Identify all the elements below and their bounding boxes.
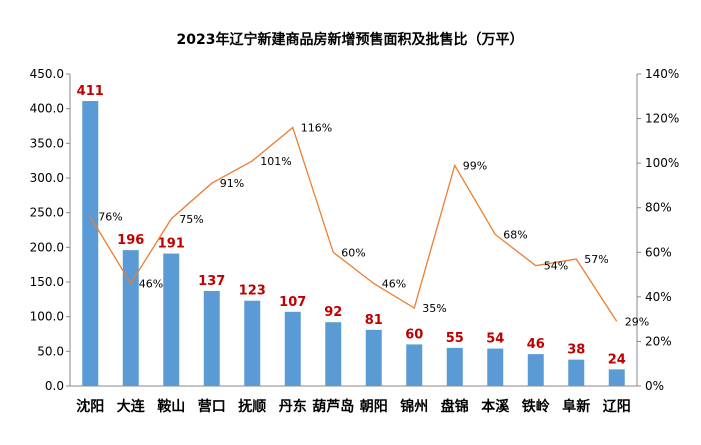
category-label: 辽阳: [603, 399, 631, 415]
bar: [608, 369, 625, 386]
bar-value-label: 92: [324, 305, 342, 320]
right-tick-label: 100%: [645, 156, 679, 170]
ratio-label: 99%: [463, 159, 487, 172]
left-tick-label: 300.0: [30, 171, 64, 185]
bar-value-label: 24: [608, 352, 626, 367]
category-label: 营口: [198, 398, 226, 415]
left-tick-label: 450.0: [30, 67, 64, 81]
right-tick-label: 40%: [645, 290, 672, 304]
category-label: 盘锦: [441, 398, 469, 415]
bar: [446, 347, 463, 386]
ratio-label: 35%: [422, 302, 446, 315]
right-tick-label: 60%: [645, 245, 672, 259]
ratio-label: 29%: [625, 315, 649, 328]
left-tick-label: 200.0: [30, 240, 64, 254]
bar: [244, 300, 261, 386]
left-tick-label: 400.0: [30, 102, 64, 116]
category-label: 抚顺: [238, 398, 266, 415]
left-tick-label: 50.0: [37, 344, 64, 358]
category-label: 丹东: [279, 398, 307, 415]
bar-value-label: 46: [527, 337, 545, 352]
bar: [325, 322, 342, 386]
category-label: 大连: [117, 398, 146, 415]
bar-value-label: 60: [405, 327, 423, 342]
left-tick-label: 0.0: [45, 379, 64, 393]
ratio-line: [89, 126, 618, 322]
left-tick-label: 250.0: [30, 206, 64, 220]
right-tick-label: 120%: [645, 112, 679, 126]
category-label: 鞍山: [157, 398, 185, 415]
bar: [163, 253, 180, 386]
ratio-label: 91%: [220, 177, 244, 190]
ratio-label: 75%: [179, 213, 203, 226]
ratio-label: 76%: [98, 211, 122, 224]
ratio-label: 68%: [503, 228, 527, 241]
bar: [122, 250, 139, 386]
left-tick-label: 150.0: [30, 275, 64, 289]
category-label: 葫芦岛: [312, 398, 354, 415]
ratio-label: 54%: [544, 260, 568, 273]
ratio-label: 116%: [301, 121, 332, 134]
category-label: 铁岭: [522, 398, 550, 415]
bar: [487, 348, 504, 386]
ratio-label: 57%: [584, 253, 608, 266]
bar-value-label: 191: [158, 237, 185, 252]
category-label: 本溪: [481, 398, 510, 415]
right-tick-label: 20%: [645, 334, 672, 348]
chart-title: 2023年辽宁新建商品房新增预售面积及批售比（万平）: [177, 31, 524, 48]
bar: [568, 359, 585, 386]
bar: [284, 311, 301, 386]
category-label: 阜新: [562, 398, 590, 415]
bar-value-label: 107: [279, 295, 306, 310]
bar-value-label: 411: [77, 84, 104, 99]
ratio-label: 46%: [139, 277, 163, 290]
bar-value-label: 38: [567, 343, 585, 358]
right-tick-label: 0%: [645, 379, 664, 393]
left-tick-label: 350.0: [30, 136, 64, 150]
bar: [527, 354, 544, 386]
ratio-label: 46%: [382, 277, 406, 290]
bar: [82, 101, 99, 386]
right-tick-label: 140%: [645, 67, 679, 81]
ratio-label: 60%: [341, 246, 365, 259]
category-label: 朝阳: [360, 398, 388, 415]
bar: [365, 329, 382, 386]
bar-value-label: 55: [446, 331, 464, 346]
bar-value-label: 81: [365, 313, 383, 328]
category-label: 沈阳: [76, 398, 104, 415]
bar-value-label: 196: [117, 233, 144, 248]
bar-value-label: 123: [239, 284, 266, 299]
bar: [406, 344, 423, 386]
category-label: 锦州: [400, 398, 428, 415]
bar-value-label: 54: [486, 332, 504, 347]
bar-value-label: 137: [198, 274, 225, 289]
bar: [203, 291, 220, 386]
ratio-label: 101%: [260, 155, 291, 168]
right-tick-label: 80%: [645, 201, 672, 215]
left-tick-label: 100.0: [30, 310, 64, 324]
